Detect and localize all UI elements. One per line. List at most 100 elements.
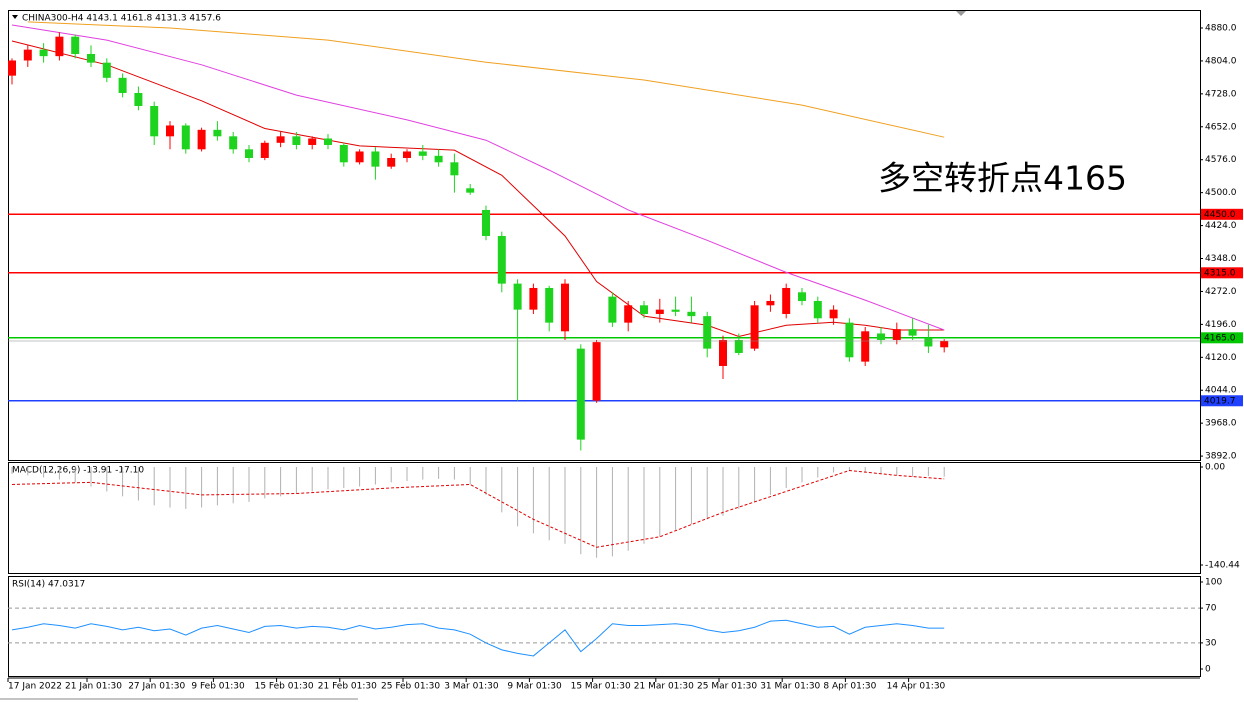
candle-body [845, 322, 854, 358]
candle-body [418, 151, 427, 156]
x-tick-label: 3 Mar 01:30 [444, 682, 499, 692]
candle-body [102, 62, 111, 78]
candle-body [703, 316, 712, 349]
rsi-title: RSI(14) 47.0317 [12, 580, 85, 590]
level-label: 4450.0 [1204, 210, 1236, 220]
candle-body [892, 329, 901, 340]
candle-body [87, 53, 95, 63]
moving-average [27, 21, 945, 138]
x-tick-label: 21 Jan 01:30 [65, 682, 122, 692]
candle-body [118, 77, 127, 93]
menu-triangle[interactable] [12, 15, 18, 19]
candle-body [23, 49, 32, 61]
x-tick-label: 17 Jan 2022 [8, 682, 62, 692]
x-tick-label: 27 Jan 01:30 [128, 682, 185, 692]
shift-marker [956, 11, 966, 16]
x-tick-label: 9 Mar 01:30 [507, 682, 562, 692]
candle-body [782, 287, 791, 314]
x-tick-label: 25 Mar 01:30 [697, 682, 757, 692]
candle-body [924, 337, 933, 347]
x-tick-label: 14 Apr 01:30 [887, 682, 946, 692]
x-tick-label: 25 Feb 01:30 [381, 682, 440, 692]
candle-body [403, 151, 411, 158]
x-tick-label: 31 Mar 01:30 [760, 682, 820, 692]
candle-body [671, 309, 680, 312]
rsi-line [11, 619, 945, 657]
candle-body [877, 333, 885, 340]
candle-body [561, 283, 569, 332]
annotation: 多空转折点4165 [878, 159, 1127, 198]
y-tick-label: 0 [1205, 664, 1211, 674]
candle-body [813, 300, 822, 319]
y-tick-label: 4120.0 [1205, 353, 1237, 363]
moving-average [11, 40, 945, 338]
candle-body [482, 209, 490, 236]
candle-body [355, 151, 364, 163]
candle-body [181, 125, 190, 150]
candle-body [229, 136, 238, 150]
level-label: 4165.0 [1204, 333, 1236, 343]
candle-body [750, 305, 759, 349]
x-tick-label: 15 Mar 01:30 [571, 682, 631, 692]
candle-body [213, 129, 222, 137]
y-tick-label: 4348.0 [1205, 254, 1237, 264]
candle-body [513, 283, 522, 310]
x-tick-label: 9 Feb 01:30 [191, 682, 245, 692]
rsi-panel [8, 576, 1201, 677]
candle-body [829, 309, 838, 319]
y-tick-label: 4196.0 [1205, 320, 1237, 330]
candle-body [624, 305, 633, 323]
macd-title: MACD(12,26,9) -13.91 -17.10 [12, 466, 144, 476]
level-tag [1201, 332, 1243, 344]
level-label: 4019.7 [1204, 396, 1236, 406]
y-tick-label: 4424.0 [1205, 221, 1237, 231]
candle-body [908, 329, 917, 336]
candle-body [592, 342, 601, 401]
x-tick-label: 15 Feb 01:30 [255, 682, 314, 692]
y-tick-label: 4728.0 [1205, 89, 1237, 99]
candle-body [276, 136, 285, 143]
x-tick-label: 21 Mar 01:30 [634, 682, 694, 692]
candle-body [466, 188, 475, 193]
y-tick-label: 4652.0 [1205, 122, 1237, 132]
level-tag [1201, 208, 1243, 220]
candle-body [434, 155, 443, 163]
candle-body [497, 235, 506, 284]
candle-body [861, 331, 870, 362]
candle-body [576, 348, 585, 440]
y-tick-label: 4804.0 [1205, 56, 1237, 66]
candle-body [545, 287, 554, 323]
candle-body [640, 305, 648, 314]
y-tick-label: 4880.0 [1205, 23, 1237, 33]
candle-body [39, 49, 48, 57]
y-tick-label: 4576.0 [1205, 155, 1237, 165]
candle-body [450, 162, 459, 176]
x-tick-label: 8 Apr 01:30 [823, 682, 876, 692]
candle-body [197, 129, 206, 150]
y-tick-label: 4272.0 [1205, 287, 1237, 297]
y-tick-label: 3892.0 [1205, 452, 1237, 462]
moving-average [11, 24, 945, 331]
y-tick-label: 70 [1205, 604, 1217, 614]
candle-body [55, 36, 64, 57]
candle-body [766, 300, 775, 306]
candle-body [371, 151, 380, 167]
candle-body [529, 287, 538, 310]
candle-body [339, 144, 348, 163]
y-tick-label: 100 [1205, 578, 1222, 588]
candle-body [940, 341, 949, 348]
candle-body [245, 149, 253, 158]
y-tick-label: 0.00 [1205, 463, 1225, 473]
y-tick-label: 30 [1205, 638, 1217, 648]
chart-title: CHINA300-H4 4143.1 4161.8 4131.3 4157.6 [22, 14, 221, 24]
candle-body [798, 292, 806, 301]
candle-body [134, 92, 143, 106]
x-tick-label: 21 Feb 01:30 [318, 682, 377, 692]
candle-body [71, 36, 80, 54]
candle-body [655, 309, 664, 314]
candle-body [324, 138, 332, 145]
main-panel [8, 10, 1201, 461]
macd-panel [8, 462, 1201, 574]
